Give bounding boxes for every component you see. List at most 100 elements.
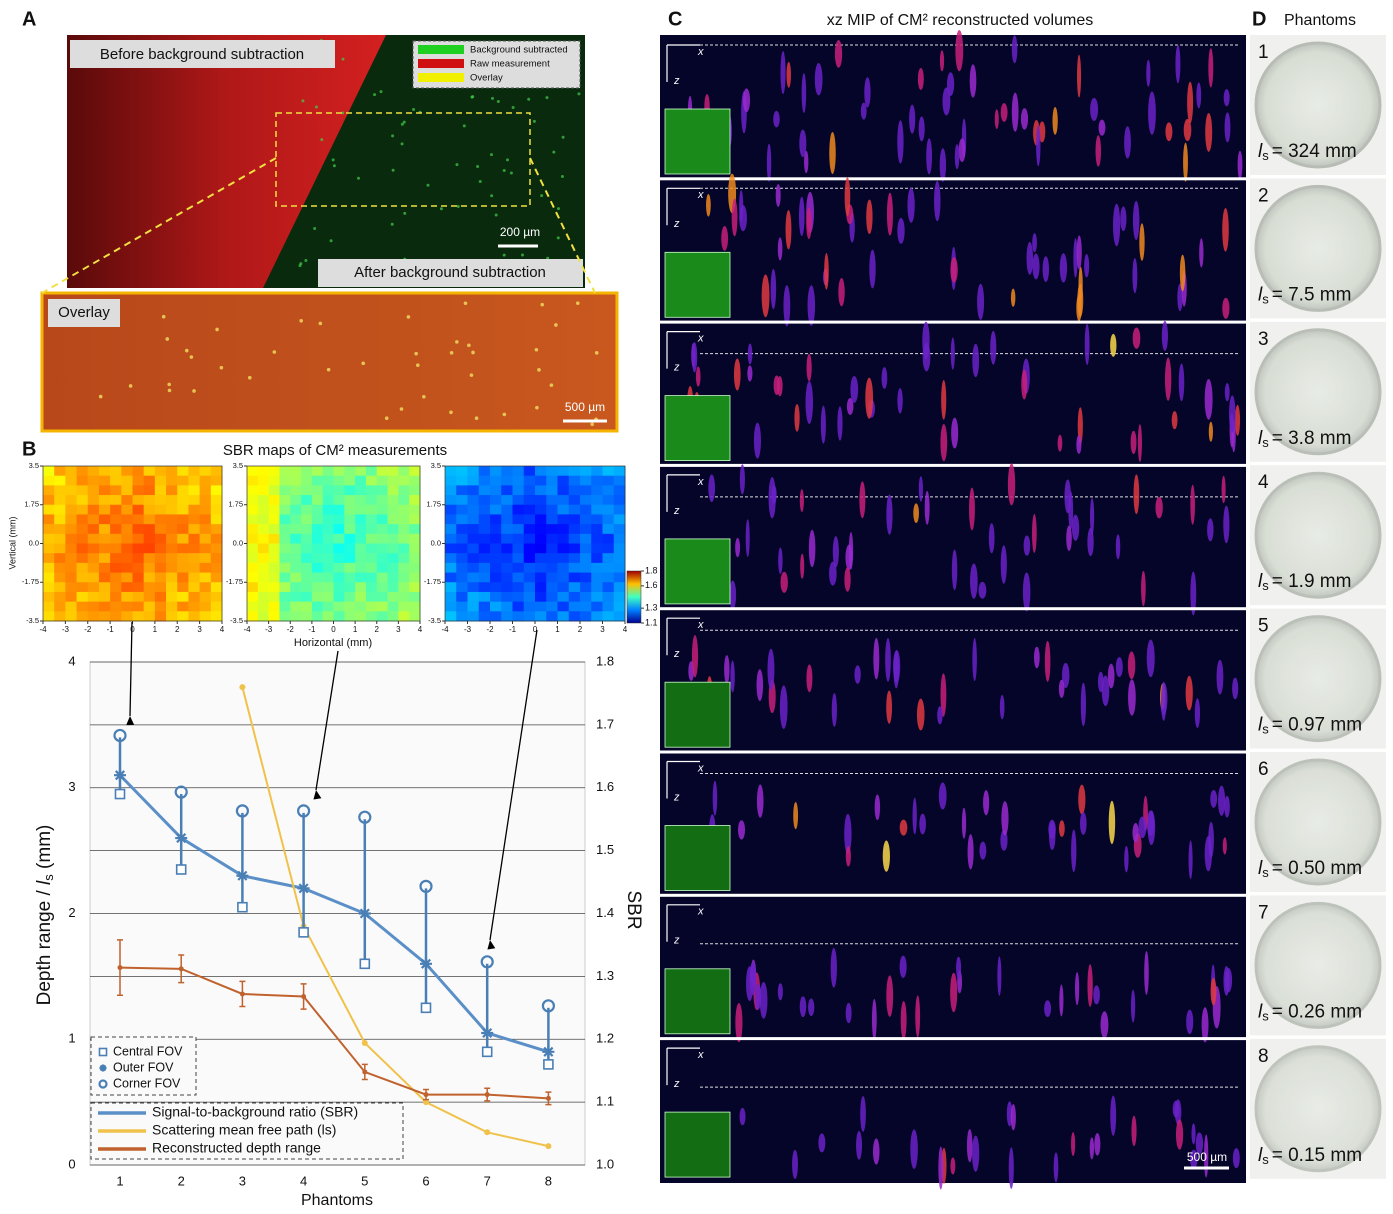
heatmap-cell xyxy=(591,601,603,612)
heatmap-cell xyxy=(523,524,536,535)
heatmap-cell xyxy=(87,514,100,525)
heatmap-cell xyxy=(199,601,212,612)
mip-streak xyxy=(1235,404,1241,436)
heatmap-cell xyxy=(546,582,558,593)
mip-streak xyxy=(899,819,908,836)
heatmap-cell xyxy=(290,562,302,574)
bead xyxy=(489,153,493,157)
heatmap-cell xyxy=(98,553,111,564)
bead xyxy=(554,323,558,327)
heatmap-cell xyxy=(54,524,66,535)
bead xyxy=(391,134,395,138)
mip-streak xyxy=(972,343,980,378)
heatmap-cell xyxy=(247,514,259,525)
y-axis-title-part: s xyxy=(41,874,56,881)
mip-streak xyxy=(1190,571,1197,616)
heatmap-cell xyxy=(580,562,592,574)
mip-streak xyxy=(988,523,995,554)
heatmap-cell xyxy=(76,514,89,525)
mip-streak xyxy=(1127,651,1136,680)
phantom-number: 7 xyxy=(1258,902,1269,923)
y-tick-label: -1.75 xyxy=(22,577,39,586)
heatmap-cell xyxy=(344,475,356,486)
heatmap-cell xyxy=(355,485,367,496)
y-axis-title-part: l xyxy=(34,880,55,885)
y-tick-label: -3.5 xyxy=(428,616,441,625)
marker-circle xyxy=(235,804,249,818)
heatmap-cell xyxy=(445,504,457,515)
heatmap-cell xyxy=(523,514,536,525)
heatmap-cell xyxy=(290,524,302,535)
heatmap-cell xyxy=(344,466,356,477)
bead xyxy=(412,107,416,111)
heatmap-cell xyxy=(132,543,145,554)
heatmap-cell xyxy=(54,562,66,574)
heatmap-cell xyxy=(76,524,89,535)
mip-streak xyxy=(755,983,762,1010)
mip-streak xyxy=(756,669,764,702)
heatmap-cell xyxy=(546,495,558,506)
marker-star xyxy=(420,957,432,970)
mip-streak xyxy=(999,694,1005,720)
heatmap-cell xyxy=(247,601,259,612)
heatmap-cell xyxy=(456,475,468,486)
heatmap-cell xyxy=(301,475,313,486)
bead xyxy=(496,100,500,104)
heatmap-cell xyxy=(613,553,626,564)
heatmap-cell xyxy=(501,572,513,583)
heatmap-cell xyxy=(376,543,389,554)
ls-sub: s xyxy=(1262,435,1269,450)
heatmap-cell xyxy=(535,475,547,486)
heatmap-cell xyxy=(523,485,536,496)
axis-x: x xyxy=(697,476,704,488)
mip-streak xyxy=(1080,811,1087,835)
bead xyxy=(98,394,103,399)
marker-circle xyxy=(480,955,494,969)
x-tick-label: 0 xyxy=(130,625,135,634)
heatmap-cell xyxy=(188,562,201,574)
bead xyxy=(545,96,549,100)
heatmap-cell xyxy=(43,485,55,496)
heatmap-cell xyxy=(54,591,66,603)
heatmap-cell xyxy=(154,504,167,515)
heatmap-cell xyxy=(301,572,313,583)
heatmap-cell xyxy=(188,475,201,486)
mip-streak xyxy=(934,180,941,222)
heatmap-cell xyxy=(322,553,334,564)
axis-x: x xyxy=(697,906,704,918)
axis-x: x xyxy=(697,1049,704,1061)
heatmap-cell xyxy=(591,475,603,486)
mip-streak xyxy=(1232,1148,1240,1169)
mip-streak xyxy=(1093,985,1100,1005)
mip-streak xyxy=(1038,121,1046,143)
ls-sub: s xyxy=(1262,722,1269,737)
x-tick-label: -4 xyxy=(243,625,251,634)
bead xyxy=(403,211,407,215)
mip-streak xyxy=(1110,1095,1117,1136)
legend-swatch xyxy=(418,45,464,54)
heatmap-cell xyxy=(409,591,421,603)
heatmap-cell xyxy=(166,543,178,554)
heatmap-cell xyxy=(199,504,212,515)
overlay-label: Overlay xyxy=(58,304,110,321)
heatmap-cell xyxy=(132,553,145,564)
heatmap-cell xyxy=(132,572,145,583)
mip-streak xyxy=(806,664,813,693)
heatmap-cell xyxy=(568,553,581,564)
heatmap-cell xyxy=(43,562,55,574)
heatmap-cell xyxy=(76,601,89,612)
heatmap-cell xyxy=(166,591,178,603)
heatmap-cell xyxy=(523,562,536,574)
mip-streak xyxy=(845,846,851,867)
heatmap-cell xyxy=(365,601,378,612)
heatmap-cell xyxy=(154,533,167,544)
mip-streak xyxy=(1076,435,1082,454)
heatmap-cell xyxy=(43,553,55,564)
heatmap-cell xyxy=(54,485,66,496)
bead xyxy=(167,388,172,393)
heatmap-cell xyxy=(65,572,78,583)
heatmap-cell xyxy=(210,495,223,506)
mip-streak xyxy=(778,547,783,574)
heatmap-cell xyxy=(456,601,468,612)
phantom-dish xyxy=(1254,758,1382,886)
